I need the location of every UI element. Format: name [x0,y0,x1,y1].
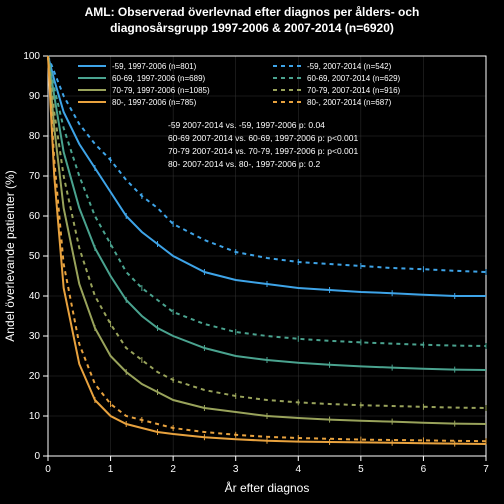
x-tick-label: 6 [421,464,427,475]
y-tick-label: 0 [34,451,40,462]
legend-label: 70-79, 2007-2014 (n=916) [307,86,401,95]
y-tick-label: 20 [29,371,41,382]
x-axis-label: År efter diagnos [225,480,310,495]
x-tick-label: 7 [483,464,489,475]
legend-label: 60-69, 2007-2014 (n=629) [307,74,401,83]
chart-svg: AML: Observerad överlevnad efter diagnos… [0,0,504,504]
chart-title-2: diagnosårsgrupp 1997-2006 & 2007-2014 (n… [110,21,394,35]
legend-label: 80-, 1997-2006 (n=785) [112,98,197,107]
y-tick-label: 100 [23,51,40,62]
x-tick-label: 1 [108,464,114,475]
pvalue-text: -59 2007-2014 vs. -59, 1997-2006 p: 0.04 [168,120,325,130]
pvalue-text: 80- 2007-2014 vs. 80-, 1997-2006 p: 0.2 [168,159,320,169]
y-axis-label: Andel överlevande patienter (%) [3,170,17,341]
legend-label: 70-79, 1997-2006 (n=1085) [112,86,210,95]
x-tick-label: 5 [358,464,364,475]
y-tick-label: 70 [29,171,41,182]
x-tick-label: 3 [233,464,239,475]
legend-label: -59, 1997-2006 (n=801) [112,62,197,71]
y-tick-label: 90 [29,91,41,102]
pvalue-text: 60-69 2007-2014 vs. 60-69, 1997-2006 p: … [168,133,358,143]
pvalue-text: 70-79 2007-2014 vs. 70-79, 1997-2006 p: … [168,146,358,156]
y-tick-label: 10 [29,411,41,422]
y-tick-label: 80 [29,131,41,142]
chart-title-1: AML: Observerad överlevnad efter diagnos… [85,5,420,19]
legend-label: 60-69, 1997-2006 (n=689) [112,74,206,83]
survival-chart: { "title_1": "AML: Observerad överlevnad… [0,0,504,504]
x-tick-label: 4 [296,464,302,475]
y-tick-label: 30 [29,331,41,342]
y-tick-label: 40 [29,291,41,302]
x-tick-label: 0 [45,464,51,475]
y-tick-label: 50 [29,251,41,262]
y-tick-label: 60 [29,211,41,222]
x-tick-label: 2 [170,464,176,475]
legend-label: 80-, 2007-2014 (n=687) [307,98,392,107]
legend-label: -59, 2007-2014 (n=542) [307,62,392,71]
